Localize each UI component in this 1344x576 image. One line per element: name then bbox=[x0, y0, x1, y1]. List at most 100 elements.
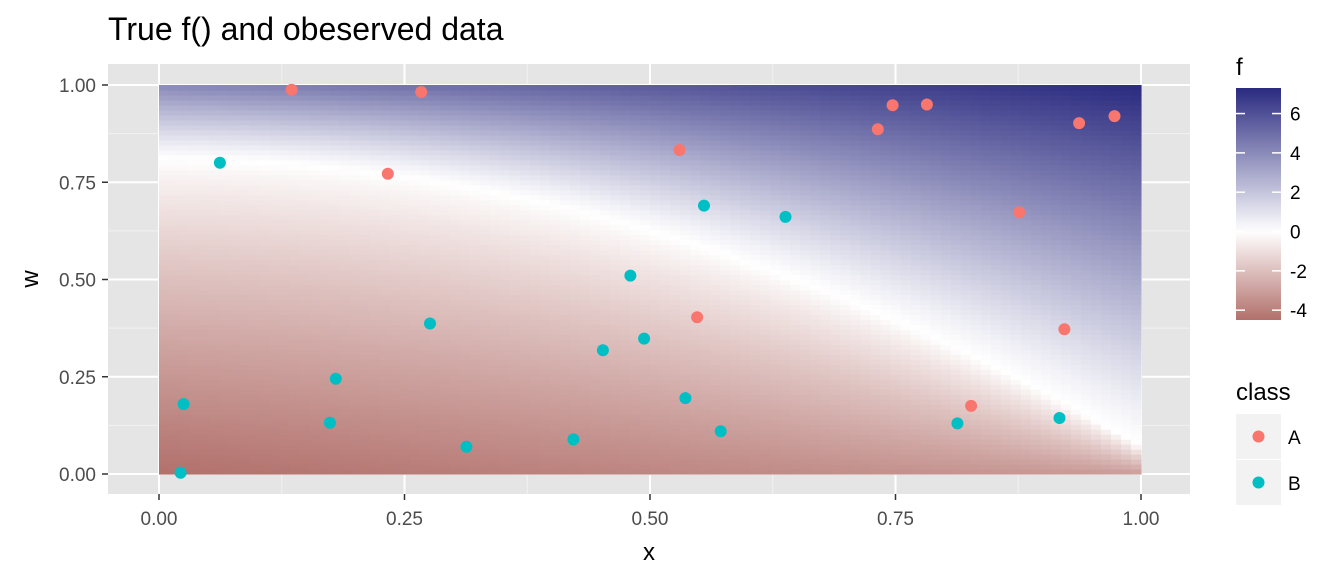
heat-tile bbox=[519, 359, 531, 365]
heat-tile bbox=[660, 94, 671, 101]
heat-tile bbox=[449, 434, 461, 440]
heat-tile bbox=[539, 129, 551, 136]
heat-tile bbox=[259, 194, 270, 201]
heat-tile bbox=[529, 459, 541, 465]
heat-tile bbox=[690, 134, 701, 141]
heat-tile bbox=[740, 134, 751, 141]
heat-tile bbox=[399, 85, 411, 91]
heat-tile bbox=[369, 369, 381, 375]
heat-tile bbox=[209, 444, 220, 450]
heat-tile bbox=[399, 249, 411, 256]
heat-tile bbox=[619, 204, 631, 211]
heat-tile bbox=[629, 189, 641, 196]
heat-tile bbox=[539, 289, 551, 296]
heat-tile bbox=[790, 389, 801, 395]
heat-tile bbox=[499, 144, 511, 151]
heat-tile bbox=[529, 219, 541, 226]
heat-tile bbox=[299, 349, 310, 355]
heat-tile bbox=[239, 144, 250, 151]
heat-tile bbox=[269, 449, 280, 455]
heat-tile bbox=[519, 399, 531, 405]
heat-tile bbox=[179, 129, 190, 136]
heat-tile bbox=[479, 459, 491, 465]
heat-tile bbox=[479, 309, 491, 316]
heat-tile bbox=[189, 104, 200, 111]
heat-tile bbox=[660, 309, 671, 316]
heat-tile bbox=[459, 224, 471, 231]
heat-tile bbox=[519, 154, 531, 161]
heat-tile bbox=[690, 249, 701, 256]
heat-tile bbox=[409, 374, 421, 380]
heat-tile bbox=[339, 289, 350, 296]
heat-tile bbox=[379, 159, 391, 166]
heat-tile bbox=[389, 249, 401, 256]
heat-tile bbox=[700, 124, 711, 131]
heat-tile bbox=[329, 214, 340, 221]
heat-tile bbox=[419, 334, 431, 340]
heat-tile bbox=[680, 304, 691, 311]
heat-tile bbox=[399, 319, 411, 325]
heat-tile bbox=[229, 119, 240, 126]
heat-tile bbox=[790, 429, 801, 435]
heat-tile bbox=[349, 189, 361, 196]
heat-tile bbox=[229, 109, 240, 116]
heat-tile bbox=[239, 94, 250, 101]
heat-tile bbox=[549, 149, 561, 156]
heat-tile bbox=[549, 254, 561, 261]
heat-tile bbox=[279, 204, 290, 211]
heat-tile bbox=[690, 449, 701, 455]
heat-tile bbox=[279, 104, 290, 111]
heat-tile bbox=[219, 139, 230, 146]
heat-tile bbox=[309, 114, 320, 121]
heat-tile bbox=[599, 384, 611, 390]
heat-tile bbox=[599, 364, 611, 370]
heat-tile bbox=[730, 374, 741, 380]
heat-tile bbox=[329, 454, 340, 460]
heat-tile bbox=[680, 269, 691, 276]
heat-tile bbox=[670, 164, 681, 171]
heat-tile bbox=[539, 294, 551, 301]
heat-tile bbox=[609, 259, 621, 266]
heat-tile bbox=[619, 134, 631, 141]
heat-tile bbox=[399, 124, 411, 131]
heat-tile bbox=[730, 434, 741, 440]
heat-tile bbox=[740, 104, 751, 111]
heat-tile bbox=[229, 334, 240, 340]
heat-tile bbox=[229, 294, 240, 301]
heat-tile bbox=[199, 459, 210, 465]
heat-tile bbox=[229, 269, 240, 276]
heat-tile bbox=[419, 464, 431, 470]
heat-tile bbox=[369, 179, 381, 186]
heat-tile bbox=[579, 354, 591, 360]
heat-tile bbox=[219, 374, 230, 380]
heat-tile bbox=[680, 299, 691, 306]
heat-tile bbox=[289, 104, 300, 111]
heat-tile bbox=[359, 89, 371, 96]
heat-tile bbox=[339, 154, 350, 161]
heat-tile bbox=[619, 304, 631, 311]
heat-tile bbox=[159, 304, 170, 311]
heat-tile bbox=[629, 319, 641, 325]
heat-tile bbox=[519, 184, 531, 191]
heat-tile bbox=[700, 94, 711, 101]
heat-tile bbox=[439, 139, 451, 146]
heat-tile bbox=[169, 379, 180, 385]
heat-tile bbox=[199, 109, 210, 116]
heat-tile bbox=[369, 414, 381, 420]
heat-tile bbox=[609, 434, 621, 440]
heat-tile bbox=[700, 164, 711, 171]
heat-tile bbox=[559, 154, 571, 161]
heat-tile bbox=[639, 329, 651, 335]
heat-tile bbox=[700, 429, 711, 435]
heat-tile bbox=[720, 304, 731, 311]
heat-tile bbox=[439, 419, 451, 425]
heat-tile bbox=[389, 284, 401, 291]
heat-tile bbox=[519, 434, 531, 440]
heat-tile bbox=[720, 209, 731, 216]
heat-tile bbox=[349, 144, 361, 151]
heat-tile bbox=[399, 219, 411, 226]
heat-tile bbox=[529, 269, 541, 276]
heat-tile bbox=[499, 259, 511, 266]
heat-tile bbox=[479, 269, 491, 276]
heat-tile bbox=[369, 464, 381, 470]
